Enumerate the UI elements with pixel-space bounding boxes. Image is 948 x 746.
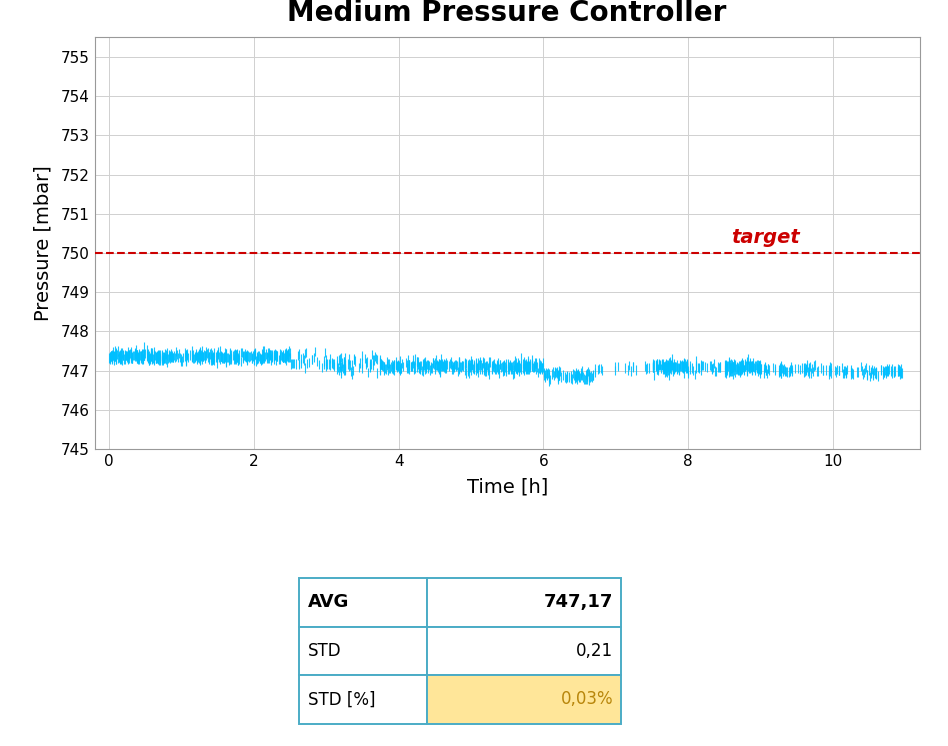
- Text: target: target: [732, 228, 800, 247]
- Title: Medium Pressure Controller: Medium Pressure Controller: [287, 0, 727, 27]
- Text: STD: STD: [308, 642, 341, 660]
- Y-axis label: Pressure [mbar]: Pressure [mbar]: [33, 166, 52, 321]
- Text: 0,21: 0,21: [576, 642, 613, 660]
- X-axis label: Time [h]: Time [h]: [466, 477, 548, 496]
- Text: 747,17: 747,17: [544, 593, 613, 612]
- Text: AVG: AVG: [308, 593, 350, 612]
- Text: 0,03%: 0,03%: [560, 690, 613, 709]
- Text: STD [%]: STD [%]: [308, 690, 375, 709]
